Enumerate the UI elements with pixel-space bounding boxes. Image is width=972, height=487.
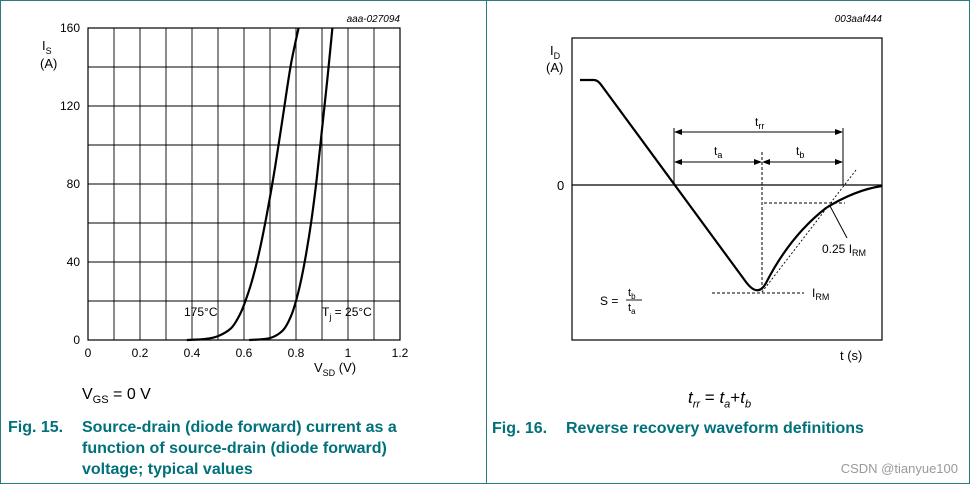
fig15-caption-text: Source-drain (diode forward) current as … xyxy=(82,419,397,478)
watermark: CSDN @tianyue100 xyxy=(840,461,958,476)
x-tick-label: 0.2 xyxy=(132,346,149,360)
fig16-xlabel: t (s) xyxy=(840,348,862,363)
fig16-s-label: S = xyxy=(600,294,618,308)
x-tick-label: 1.2 xyxy=(392,346,409,360)
fig16-diagram: 003aaf444 ID (A) 0 t (s) trr ta tb IRM xyxy=(546,14,883,363)
fig16-irm-label: IRM xyxy=(812,286,829,302)
fig16-s-numerator: tb xyxy=(628,287,636,301)
fig15-label-25: Tj = 25°C xyxy=(322,305,372,322)
fig16-equation: trr = ta+tb xyxy=(688,388,752,411)
fig15-y-ticks: 0 40 80 120 160 xyxy=(60,21,80,347)
fig16-trr-arrowhead-right xyxy=(835,129,843,135)
fig15-yunit: (A) xyxy=(40,56,57,71)
fig15-label-175: 175°C xyxy=(184,305,218,319)
fig15-series xyxy=(186,27,334,342)
series-175c-line xyxy=(186,27,300,342)
y-tick-label: 160 xyxy=(60,21,80,35)
fig16-ylabel: ID xyxy=(550,43,561,61)
fig15-chart: 0 0.2 0.4 0.6 0.8 1 1.2 0 40 80 120 160 aaa-027094… xyxy=(40,14,409,378)
fig16-waveform xyxy=(580,78,883,292)
x-tick-label: 0 xyxy=(85,346,92,360)
fig15-grid xyxy=(88,28,400,340)
fig16-caption-text: Reverse recovery waveform definitions xyxy=(566,420,864,437)
y-tick-label: 80 xyxy=(67,177,81,191)
fig16-irm25-label: 0.25 IRM xyxy=(822,242,866,258)
y-tick-label: 120 xyxy=(60,99,80,113)
fig16-tb-label: tb xyxy=(796,144,804,160)
fig15-condition: VGS = 0 V xyxy=(82,386,151,407)
fig16-caption-number: Fig. 16. xyxy=(492,420,548,437)
fig15-x-ticks: 0 0.2 0.4 0.6 0.8 1 1.2 xyxy=(85,346,409,360)
series-25c-line xyxy=(249,27,334,342)
x-tick-label: 0.8 xyxy=(288,346,305,360)
x-tick-label: 0.4 xyxy=(184,346,201,360)
fig16-ta-arrowhead-left xyxy=(674,159,682,165)
fig16-zero-label: 0 xyxy=(557,178,564,193)
fig15-xlabel: VSD (V) xyxy=(314,360,356,378)
fig16-irm25-leader xyxy=(829,205,848,239)
fig16-slope-guide xyxy=(761,169,857,293)
fig16-trr-label: trr xyxy=(755,115,764,131)
figure-divider xyxy=(486,0,487,484)
fig16-tb-arrowhead-right xyxy=(835,159,843,165)
fig16-tb-arrowhead-left xyxy=(762,159,770,165)
fig16-plot-frame xyxy=(571,37,883,341)
y-tick-label: 0 xyxy=(73,333,80,347)
fig16-yunit: (A) xyxy=(546,60,563,75)
fig15-caption: Fig. 15. Source-drain (diode forward) cu… xyxy=(8,417,478,480)
fig16-ta-label: ta xyxy=(714,144,722,160)
x-tick-label: 1 xyxy=(345,346,352,360)
fig16-trr-arrowhead-left xyxy=(674,129,682,135)
x-tick-label: 0.6 xyxy=(236,346,253,360)
fig16-code: 003aaf444 xyxy=(835,14,883,25)
fig16-caption: Fig. 16. Reverse recovery waveform defini… xyxy=(492,418,962,439)
fig15-code: aaa-027094 xyxy=(347,14,401,25)
fig15-ylabel: IS xyxy=(42,38,52,56)
fig16-ta-arrowhead-right xyxy=(754,159,762,165)
y-tick-label: 40 xyxy=(67,255,81,269)
fig16-s-denominator: ta xyxy=(628,302,636,316)
fig15-caption-number: Fig. 15. xyxy=(8,419,64,436)
